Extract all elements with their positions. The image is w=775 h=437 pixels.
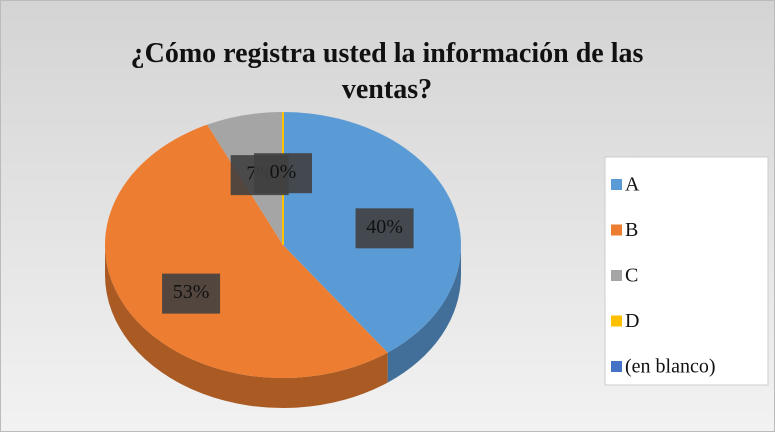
legend-label: (en blanco) — [625, 356, 716, 378]
legend-box — [604, 156, 769, 386]
legend-label: C — [625, 265, 638, 287]
pie-side — [105, 245, 388, 409]
legend-swatch — [611, 224, 622, 236]
chart-title: ¿Cómo registra usted la información de l… — [131, 38, 644, 105]
legend-label: A — [625, 174, 640, 196]
data-label: 53% — [173, 281, 210, 303]
data-label-box — [355, 208, 414, 249]
pie-side — [387, 245, 461, 383]
legend-label: B — [625, 219, 638, 241]
data-label-box — [162, 273, 221, 314]
data-label: 0% — [270, 161, 297, 183]
pie-slice — [104, 124, 388, 378]
legend-swatch — [611, 270, 622, 281]
legend-swatch — [611, 361, 622, 372]
legend-label: D — [625, 310, 639, 332]
data-label-box — [254, 153, 312, 194]
legend-swatch — [611, 315, 622, 327]
legend-swatch — [611, 179, 622, 190]
data-label: 40% — [366, 216, 403, 238]
